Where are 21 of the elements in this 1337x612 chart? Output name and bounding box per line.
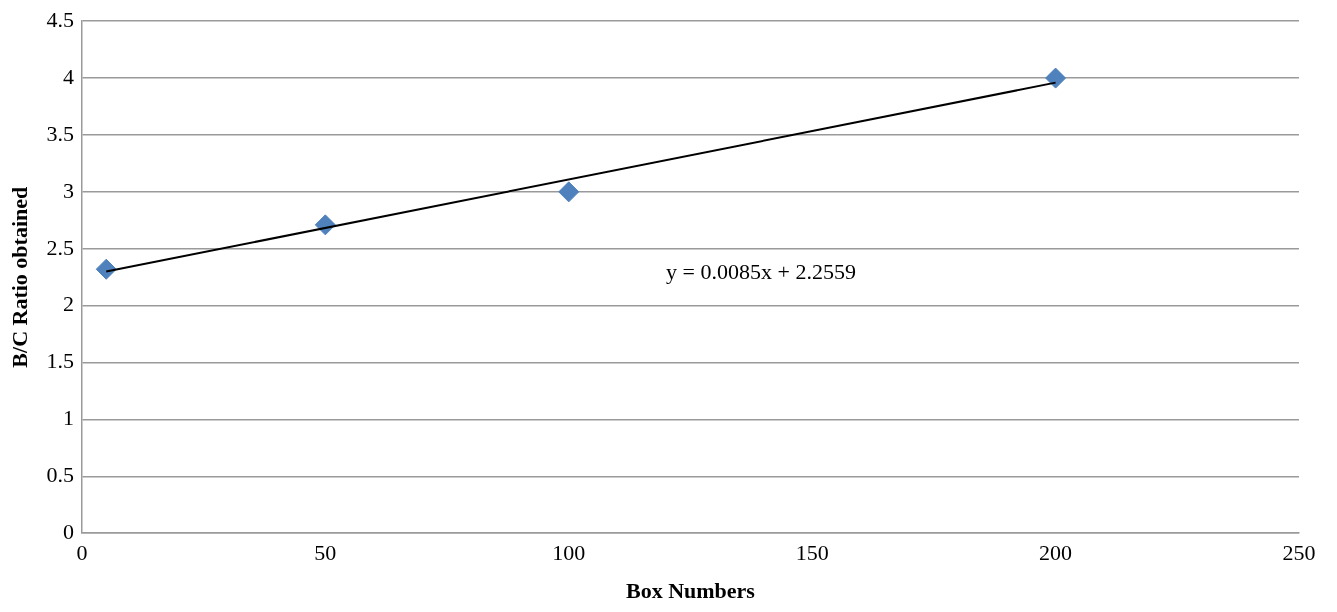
x-tick-label: 150 xyxy=(795,540,829,566)
y-tick-label: 4.5 xyxy=(46,6,74,32)
x-tick-label: 250 xyxy=(1282,540,1316,566)
y-tick-label: 4 xyxy=(62,63,74,89)
point xyxy=(1045,67,1067,89)
x-tick-label: 100 xyxy=(552,540,586,566)
y-tick-label: 2 xyxy=(62,291,74,317)
y-tick-label: 0.5 xyxy=(46,462,74,488)
x-tick-label: 200 xyxy=(1039,540,1073,566)
y-tick-label: 3 xyxy=(62,177,74,203)
y-axis-title: B/C Ratio obtained xyxy=(6,186,32,368)
x-tick-label: 50 xyxy=(314,540,337,566)
y-tick-label: 1 xyxy=(62,405,74,431)
annotation: y = 0.0085x + 2.2559 xyxy=(666,259,856,285)
y-tick-label: 0 xyxy=(62,518,74,544)
y-tick-label: 3.5 xyxy=(46,120,74,146)
point xyxy=(95,258,117,280)
y-tick-label: 2.5 xyxy=(46,234,74,260)
x-axis-title: Box Numbers xyxy=(625,578,756,604)
y-tick-label: 1.5 xyxy=(46,348,74,374)
point xyxy=(558,181,580,203)
